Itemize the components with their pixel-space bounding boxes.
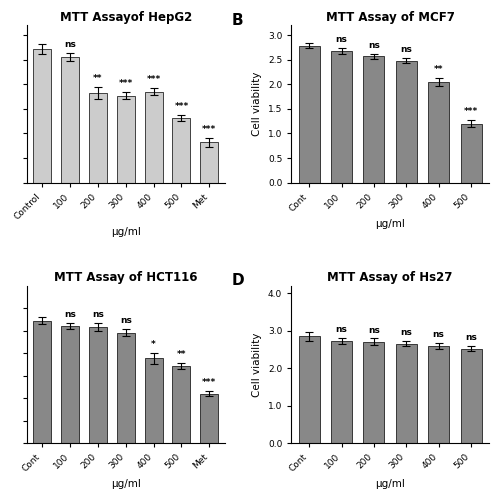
Text: ***: *** bbox=[174, 102, 188, 111]
Bar bbox=[61, 326, 79, 443]
Text: ***: *** bbox=[118, 79, 133, 88]
Bar bbox=[298, 46, 320, 182]
Bar bbox=[144, 92, 162, 182]
Text: ns: ns bbox=[432, 330, 444, 340]
Text: ***: *** bbox=[202, 125, 216, 134]
Bar bbox=[61, 57, 79, 182]
Bar bbox=[331, 51, 352, 182]
Text: ns: ns bbox=[64, 40, 76, 50]
Bar bbox=[428, 82, 449, 182]
Text: ***: *** bbox=[464, 108, 478, 116]
Text: *: * bbox=[151, 340, 156, 349]
Y-axis label: Cell viability: Cell viability bbox=[252, 72, 262, 136]
Bar bbox=[116, 333, 135, 443]
Text: ns: ns bbox=[465, 333, 477, 342]
Text: ns: ns bbox=[400, 46, 412, 54]
Bar bbox=[172, 366, 190, 443]
X-axis label: μg/ml: μg/ml bbox=[111, 479, 140, 489]
X-axis label: μg/ml: μg/ml bbox=[111, 226, 140, 236]
Text: ns: ns bbox=[368, 326, 380, 334]
Title: MTT Assay of MCF7: MTT Assay of MCF7 bbox=[326, 11, 454, 24]
X-axis label: μg/ml: μg/ml bbox=[375, 218, 405, 228]
Text: ns: ns bbox=[368, 41, 380, 50]
Bar bbox=[364, 342, 384, 443]
Y-axis label: Cell viability: Cell viability bbox=[252, 332, 262, 396]
Bar bbox=[116, 96, 135, 182]
Bar bbox=[200, 394, 218, 443]
Text: B: B bbox=[232, 12, 243, 28]
Text: **: ** bbox=[93, 74, 102, 84]
Bar bbox=[396, 344, 417, 443]
Text: ***: *** bbox=[146, 76, 160, 84]
Bar bbox=[364, 56, 384, 182]
Text: ns: ns bbox=[400, 328, 412, 337]
Text: ns: ns bbox=[64, 310, 76, 320]
Bar bbox=[460, 348, 481, 443]
Bar bbox=[33, 320, 52, 443]
Bar bbox=[298, 336, 320, 443]
Text: ns: ns bbox=[336, 35, 347, 44]
Text: **: ** bbox=[434, 65, 444, 74]
Text: ns: ns bbox=[92, 310, 104, 318]
Bar bbox=[89, 327, 107, 443]
Title: MTT Assay of Hs27: MTT Assay of Hs27 bbox=[328, 272, 453, 284]
Bar bbox=[172, 118, 190, 182]
Bar bbox=[89, 93, 107, 182]
Bar bbox=[200, 142, 218, 182]
Bar bbox=[428, 346, 449, 443]
Bar bbox=[396, 60, 417, 182]
Bar bbox=[331, 341, 352, 443]
Bar bbox=[33, 49, 52, 182]
Text: ns: ns bbox=[120, 316, 132, 326]
Bar bbox=[144, 358, 162, 443]
Text: ns: ns bbox=[336, 325, 347, 334]
Title: MTT Assay of HCT116: MTT Assay of HCT116 bbox=[54, 272, 198, 284]
X-axis label: μg/ml: μg/ml bbox=[375, 479, 405, 489]
Text: D: D bbox=[232, 273, 244, 288]
Title: MTT Assayof HepG2: MTT Assayof HepG2 bbox=[60, 11, 192, 24]
Text: ***: *** bbox=[202, 378, 216, 387]
Text: **: ** bbox=[176, 350, 186, 358]
Bar bbox=[460, 124, 481, 182]
